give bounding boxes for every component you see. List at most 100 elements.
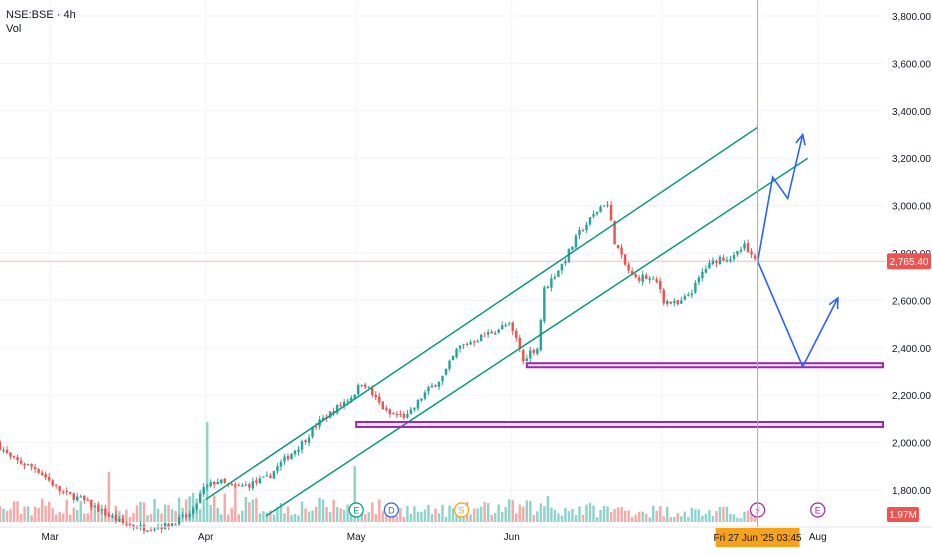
candle-body [100, 508, 104, 511]
volume-bar [202, 499, 205, 522]
projection-up-path[interactable] [756, 134, 804, 262]
projection-down-path-arrowhead [828, 296, 839, 310]
volume-bar [65, 499, 68, 522]
volume-bar [69, 514, 72, 522]
candle-body [342, 401, 346, 407]
candle-body [529, 350, 532, 359]
event-marker[interactable] [453, 502, 470, 518]
y-tick-label: 2,400.00 [892, 344, 931, 355]
candle-body [399, 413, 402, 415]
y-tick-label: 3,600.00 [892, 59, 931, 70]
candle-body [339, 404, 342, 406]
volume-bar [511, 500, 514, 522]
volume-bar [44, 505, 47, 522]
candle-body [244, 484, 248, 486]
volume-bar [567, 511, 571, 522]
candle-body [262, 476, 265, 478]
volume-bar [304, 508, 307, 522]
candle-body [385, 408, 388, 410]
candle-body [704, 268, 708, 273]
volume-bar [430, 513, 434, 522]
candle-body [276, 466, 279, 472]
candle-body [107, 514, 111, 517]
candle-body [613, 220, 616, 245]
crosshair-time-badge [715, 528, 800, 547]
candle-body [307, 437, 311, 443]
support-zone[interactable] [355, 420, 885, 428]
candle-body [634, 273, 637, 278]
candle-body [546, 286, 550, 289]
candle-body [434, 384, 437, 387]
candle-body [395, 413, 399, 416]
volume-bar [515, 513, 518, 522]
volume-bar [564, 507, 567, 522]
candle-body [153, 528, 156, 530]
volume-bar [335, 507, 339, 522]
volume-bar [223, 493, 226, 522]
volume-bar [550, 507, 553, 522]
volume-bar [704, 513, 708, 522]
event-marker-letter: S [459, 506, 465, 516]
candle-body [402, 413, 406, 418]
volume-bar [434, 508, 437, 522]
candle-body [599, 206, 602, 212]
channel-lower-line[interactable] [265, 157, 809, 517]
volume-bar [160, 513, 163, 522]
volume-bar [100, 510, 104, 522]
event-marker[interactable] [810, 502, 826, 518]
volume-bar [276, 507, 279, 522]
candle-body [746, 243, 750, 252]
volume-bar [371, 502, 374, 522]
candle-body [465, 343, 469, 345]
event-marker[interactable] [383, 502, 399, 518]
volume-bar [269, 510, 272, 522]
volume-bar [297, 515, 300, 522]
x-tick-label: May [347, 532, 366, 543]
volume-bar [469, 514, 472, 522]
channel-upper-line[interactable] [205, 126, 758, 501]
candle-body [76, 496, 79, 501]
last-price-label: 2,765.40 [890, 257, 929, 268]
volume-bar [156, 508, 160, 522]
volume-bar [146, 515, 149, 522]
support-zone[interactable] [525, 362, 885, 369]
candle-body [230, 484, 234, 486]
candle-body [732, 255, 736, 259]
candle-body [258, 478, 262, 484]
projection-down-path[interactable] [756, 260, 839, 369]
candle-body [518, 337, 521, 349]
candle-body [736, 251, 739, 255]
candle-body [314, 426, 318, 428]
candle-body [715, 261, 718, 263]
candle-body [205, 485, 209, 487]
candle-body [753, 255, 757, 259]
candle-body [451, 355, 455, 361]
projection-up-path-arrowhead [795, 132, 806, 146]
volume-bar [188, 496, 191, 522]
x-tick-label: Aug [809, 532, 827, 543]
volume-bar [128, 517, 132, 522]
candle-body [167, 523, 170, 528]
volume-bar [616, 507, 620, 522]
volume-bar [367, 512, 370, 522]
volume-bar [58, 511, 61, 522]
volume-bar [420, 511, 423, 522]
candle-body [163, 522, 167, 529]
volume-bar [490, 514, 493, 522]
candle-body [142, 524, 146, 531]
event-marker[interactable] [348, 502, 364, 518]
candle-body [79, 496, 83, 498]
candle-body [360, 384, 363, 386]
candle-body [0, 441, 2, 450]
candle-body [146, 530, 149, 532]
candle-body [676, 300, 680, 305]
volume-bar [170, 509, 174, 522]
candle-body [311, 427, 314, 437]
candle-body [371, 387, 374, 395]
volume-bar [571, 508, 574, 522]
volume-bar [9, 509, 12, 522]
volume-bar [332, 499, 335, 522]
candle-body [743, 243, 746, 249]
